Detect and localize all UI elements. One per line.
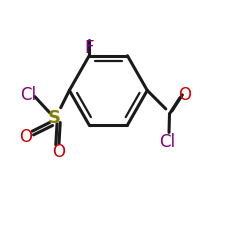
Text: Cl: Cl xyxy=(20,86,36,104)
Text: S: S xyxy=(48,108,61,126)
Text: Cl: Cl xyxy=(159,133,175,151)
Text: O: O xyxy=(178,86,191,104)
Text: O: O xyxy=(20,128,32,146)
Text: O: O xyxy=(52,143,65,161)
Text: F: F xyxy=(84,39,94,57)
